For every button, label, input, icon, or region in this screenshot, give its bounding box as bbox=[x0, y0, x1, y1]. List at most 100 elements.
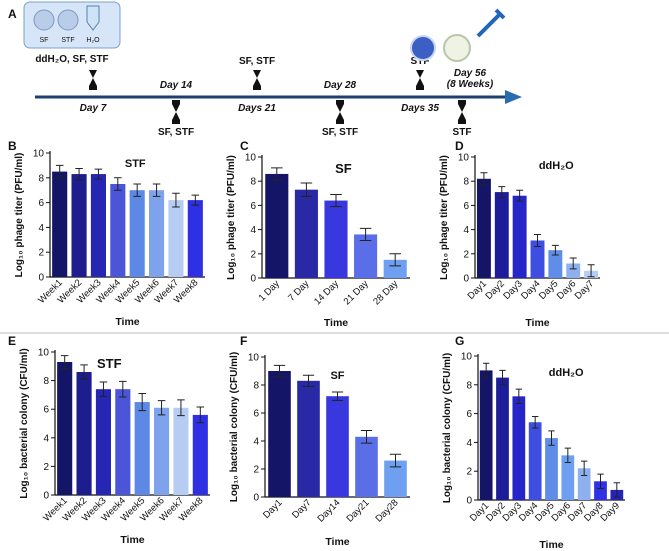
marker bbox=[416, 70, 424, 90]
error-bar bbox=[613, 482, 621, 498]
bar bbox=[265, 173, 289, 278]
bar bbox=[129, 190, 145, 277]
error-bar bbox=[551, 244, 559, 256]
error-bar bbox=[80, 364, 88, 380]
bar bbox=[71, 174, 87, 277]
marker bbox=[336, 100, 344, 124]
chart-title: STF bbox=[97, 356, 122, 371]
error-bar bbox=[191, 194, 200, 206]
panel-label: D bbox=[455, 139, 464, 153]
x-tick-label: Day9 bbox=[598, 500, 621, 523]
y-tick-label: 0 bbox=[253, 493, 259, 504]
icon-plate bbox=[410, 35, 436, 61]
x-tick-label: 7 Day bbox=[286, 278, 312, 304]
y-tick-label: 0 bbox=[43, 491, 49, 502]
bar bbox=[494, 192, 509, 278]
bar bbox=[384, 460, 407, 497]
y-tick-label: 2 bbox=[43, 462, 49, 473]
y-tick-label: 8 bbox=[43, 376, 49, 387]
bar bbox=[192, 414, 208, 495]
bar bbox=[149, 190, 165, 277]
x-tick-label: Day1 bbox=[261, 497, 284, 520]
bar bbox=[294, 189, 318, 278]
y-tick-label: 4 bbox=[463, 225, 469, 236]
x-axis-title: Time bbox=[324, 317, 348, 329]
bar bbox=[496, 377, 509, 500]
y-tick-label: 6 bbox=[253, 409, 259, 420]
y-tick-label: 4 bbox=[250, 225, 256, 236]
marker bbox=[89, 70, 97, 90]
x-tick-label: Day14 bbox=[315, 497, 342, 524]
y-tick-label: 6 bbox=[463, 201, 469, 212]
bar bbox=[324, 200, 348, 278]
error-bar bbox=[480, 172, 488, 186]
bar bbox=[268, 371, 291, 497]
error-bar bbox=[580, 460, 588, 477]
event-label: STF bbox=[453, 127, 472, 138]
icon-dish bbox=[33, 9, 55, 31]
x-tick-label: Day21 bbox=[344, 497, 371, 524]
y-tick-label: 6 bbox=[466, 409, 472, 420]
y-axis-title: Log₁₀ bacterial colony (CFU/ml) bbox=[229, 352, 240, 502]
y-tick-label: 0 bbox=[38, 273, 44, 284]
y-axis-title: Log₁₀ bacterial colony (CFU/ml) bbox=[19, 348, 30, 498]
bar bbox=[577, 468, 591, 500]
day-label: Day 28 bbox=[324, 80, 357, 91]
error-bar bbox=[359, 227, 372, 241]
chart-title: SF bbox=[335, 161, 352, 176]
icon-plate bbox=[443, 34, 471, 62]
icon-dish bbox=[57, 9, 79, 31]
error-bar bbox=[516, 189, 524, 202]
bar bbox=[512, 396, 526, 500]
y-tick-label: 4 bbox=[466, 438, 472, 449]
error-bar bbox=[157, 400, 166, 416]
bar bbox=[57, 362, 73, 495]
error-bar bbox=[330, 194, 342, 208]
bar bbox=[594, 481, 607, 500]
event-label: SF, STF bbox=[158, 127, 194, 138]
bar bbox=[110, 184, 126, 277]
day-label: (8 Weeks) bbox=[447, 79, 494, 90]
bar bbox=[561, 455, 575, 500]
bar bbox=[326, 396, 349, 497]
icon-tube bbox=[86, 5, 100, 31]
x-tick-label: 21 Day bbox=[342, 278, 371, 307]
panel-label: F bbox=[240, 334, 247, 348]
error-bar bbox=[172, 192, 180, 208]
bar bbox=[476, 178, 491, 278]
day-label: Days 21 bbox=[238, 103, 276, 114]
y-tick-label: 8 bbox=[466, 380, 472, 391]
icon-label: H₂O bbox=[86, 37, 100, 44]
error-bar bbox=[597, 473, 604, 489]
error-bar bbox=[360, 430, 373, 444]
bar bbox=[383, 259, 407, 278]
error-bar bbox=[389, 453, 402, 468]
bar bbox=[95, 389, 111, 495]
x-tick-label: 14 Day bbox=[312, 278, 341, 307]
y-tick-label: 2 bbox=[463, 249, 469, 260]
error-bar bbox=[271, 167, 283, 181]
x-tick-label: Day7 bbox=[573, 278, 596, 301]
y-tick-label: 10 bbox=[33, 149, 45, 160]
y-tick-label: 6 bbox=[43, 405, 49, 416]
error-bar bbox=[482, 362, 490, 379]
markers bbox=[89, 70, 466, 124]
y-tick-label: 2 bbox=[253, 465, 259, 476]
x-tick-label: Day2 bbox=[483, 278, 506, 301]
error-bar bbox=[119, 380, 127, 398]
y-tick-label: 2 bbox=[466, 467, 472, 478]
panel-label: E bbox=[8, 334, 16, 348]
bar bbox=[545, 438, 558, 500]
y-tick-label: 10 bbox=[458, 153, 470, 164]
error-bar bbox=[587, 264, 595, 278]
x-axis-title: Time bbox=[525, 317, 549, 329]
panel-label: C bbox=[240, 139, 249, 153]
chart-title: STF bbox=[125, 158, 146, 170]
error-bar bbox=[534, 233, 541, 248]
y-tick-label: 4 bbox=[253, 437, 259, 448]
error-bar bbox=[177, 399, 185, 417]
day-label: Day 7 bbox=[80, 103, 107, 114]
error-bar bbox=[569, 257, 577, 270]
error-bar bbox=[331, 391, 344, 401]
y-tick-label: 0 bbox=[463, 274, 469, 285]
